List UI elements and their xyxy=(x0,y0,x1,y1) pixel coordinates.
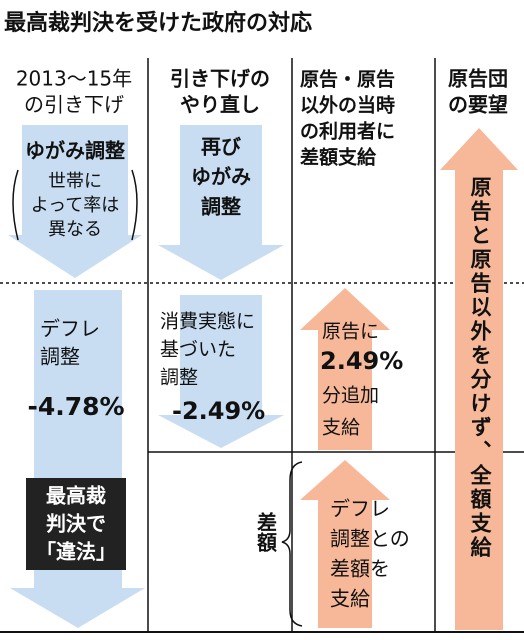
paren xyxy=(131,169,138,241)
header: の引き下げ xyxy=(24,93,124,117)
text-line: デフレ xyxy=(40,317,100,341)
paren xyxy=(12,169,19,241)
text-line: 差額を xyxy=(330,557,390,581)
value: -2.49% xyxy=(172,397,265,425)
header: の利用者に xyxy=(300,121,395,143)
brace-label: 差額 xyxy=(254,511,278,553)
text-line: 分追加 xyxy=(322,385,379,407)
title: 最高裁判決を受けた政府の対応 xyxy=(4,10,312,36)
text-line: 消費実態に xyxy=(160,311,255,333)
verdict: 最高裁 xyxy=(46,484,106,508)
down-arrow xyxy=(8,125,142,278)
value: 2.49% xyxy=(320,347,403,375)
header: 原告団 xyxy=(448,67,508,91)
note: よって率は xyxy=(31,195,120,216)
text-line: 調整 xyxy=(201,195,241,219)
down-arrow xyxy=(158,125,284,280)
up-arrow xyxy=(300,288,390,450)
text-line: 調整との xyxy=(330,527,410,551)
header: 以外の当時 xyxy=(300,94,395,117)
text-line: 基づいた xyxy=(160,339,236,361)
header: 2013〜15年 xyxy=(16,67,132,91)
down-arrow xyxy=(10,290,145,628)
verdict: 判決で xyxy=(46,512,106,536)
value: -4.78% xyxy=(27,392,124,421)
arrow-text: 原告と原告以外を分けず、全額支給 xyxy=(468,176,493,560)
header: 原告・原告 xyxy=(300,68,395,91)
header: の要望 xyxy=(448,93,508,117)
text-line: 調整 xyxy=(160,367,198,389)
text-line: 再び xyxy=(201,135,242,159)
verdict-box xyxy=(26,478,126,570)
down-arrow xyxy=(158,295,284,448)
header: やり直し xyxy=(180,93,260,117)
text-line: デフレ xyxy=(330,497,390,521)
text-line: 原告に xyxy=(322,321,379,343)
text-line: 支給 xyxy=(322,417,360,439)
up-arrow xyxy=(300,460,390,628)
note: 異なる xyxy=(48,219,102,240)
text-line: 支給 xyxy=(330,587,370,611)
text-line: 調整 xyxy=(40,345,80,369)
heading: ゆがみ調整 xyxy=(25,139,125,163)
verdict: 「違法」 xyxy=(36,540,116,564)
brace xyxy=(281,461,303,627)
note: 世帯に xyxy=(48,171,102,192)
header: 差額支給 xyxy=(300,146,377,169)
text-line: ゆがみ xyxy=(191,165,251,189)
header: 引き下げの xyxy=(170,67,270,91)
up-arrow xyxy=(440,128,518,630)
